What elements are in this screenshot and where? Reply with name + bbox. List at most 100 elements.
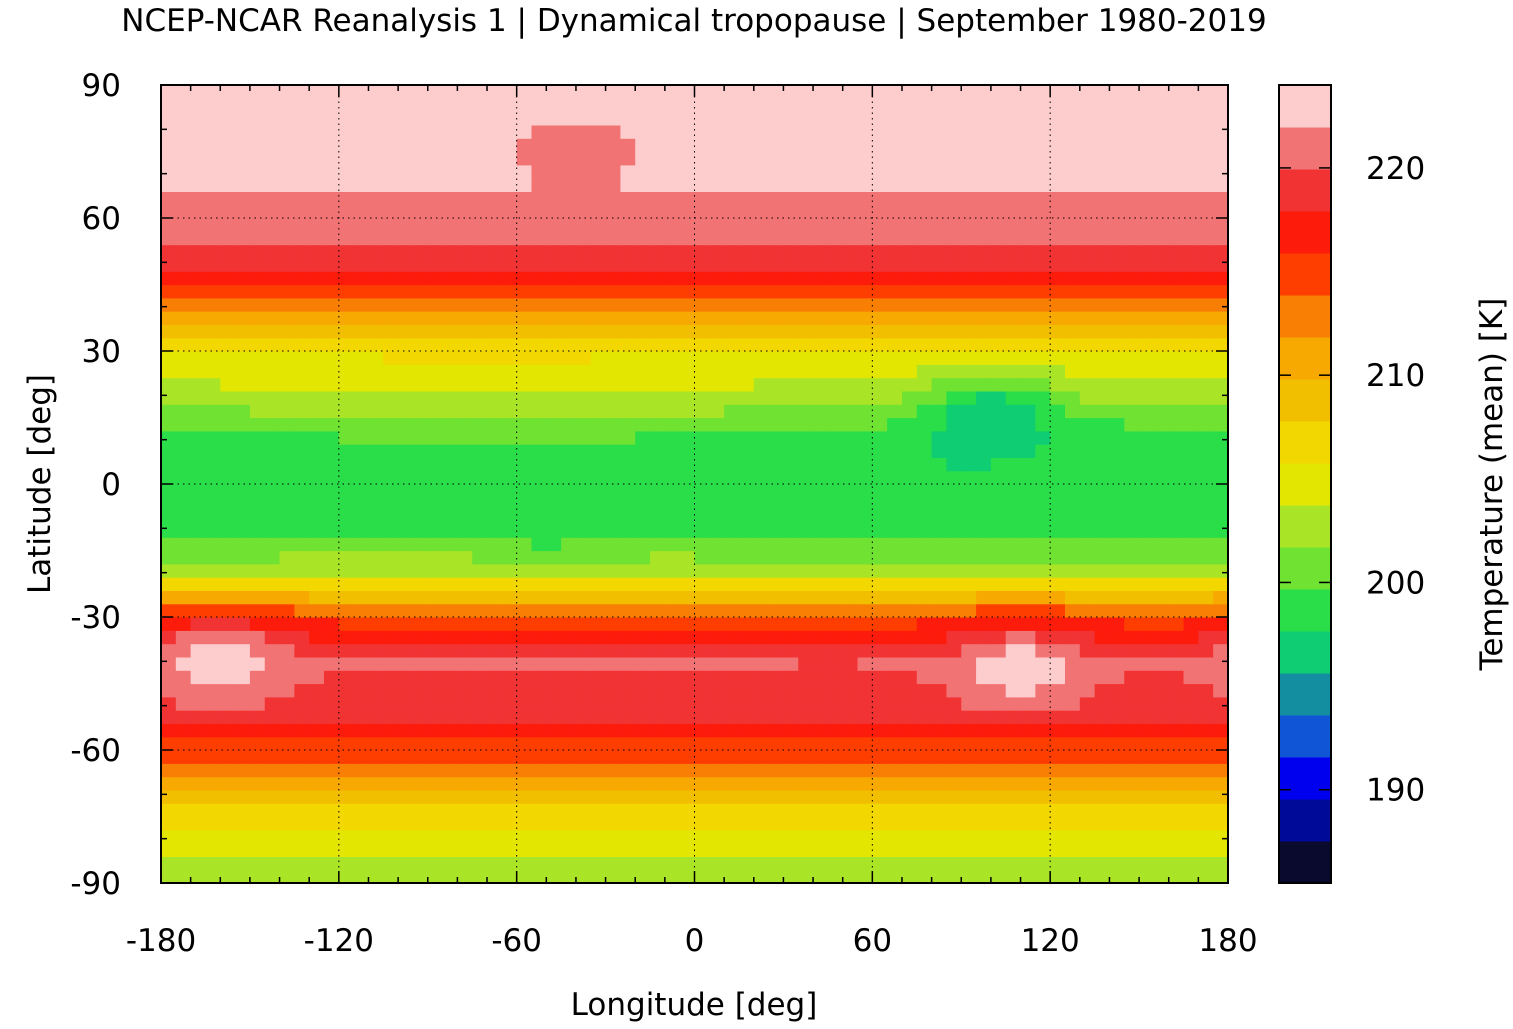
heatmap-cell xyxy=(798,696,814,711)
heatmap-cell xyxy=(620,590,636,605)
heatmap-cell xyxy=(798,85,814,99)
heatmap-cell xyxy=(1153,337,1170,352)
heatmap-cell xyxy=(887,537,903,552)
heatmap-cell xyxy=(324,430,340,445)
heatmap-cell xyxy=(398,789,414,804)
heatmap-cell xyxy=(679,404,696,419)
heatmap-cell xyxy=(679,484,696,498)
heatmap-cell xyxy=(901,497,918,512)
heatmap-cell xyxy=(1050,457,1066,472)
heatmap-cell xyxy=(383,603,399,618)
heatmap-cell xyxy=(338,271,355,286)
heatmap-cell xyxy=(827,497,844,512)
heatmap-cell xyxy=(368,776,384,791)
heatmap-cell xyxy=(901,763,918,778)
heatmap-cell xyxy=(383,311,399,325)
heatmap-cell xyxy=(1005,723,1022,738)
heatmap-cell xyxy=(442,696,458,711)
heatmap-cell xyxy=(842,430,859,445)
heatmap-cell xyxy=(724,603,740,618)
heatmap-cell xyxy=(798,497,814,512)
heatmap-cell xyxy=(161,377,177,392)
y-tick-label: -30 xyxy=(70,600,121,636)
heatmap-cell xyxy=(472,643,488,658)
heatmap-cell xyxy=(827,218,844,232)
heatmap-cell xyxy=(724,124,740,139)
heatmap-cell xyxy=(1183,670,1199,685)
heatmap-cell xyxy=(383,803,399,818)
heatmap-cell xyxy=(457,457,473,472)
heatmap-cell xyxy=(175,630,192,645)
heatmap-cell xyxy=(1139,377,1155,392)
heatmap-cell xyxy=(901,98,918,113)
heatmap-cell xyxy=(531,324,547,339)
heatmap-cell xyxy=(990,257,1007,272)
heatmap-cell xyxy=(605,656,621,671)
heatmap-cell xyxy=(190,430,207,445)
heatmap-cell xyxy=(1213,763,1229,778)
heatmap-cell xyxy=(1124,736,1140,751)
heatmap-cell xyxy=(1079,404,1096,419)
heatmap-cell xyxy=(872,324,888,339)
heatmap-cell xyxy=(605,404,621,419)
heatmap-cell xyxy=(294,231,310,246)
heatmap-cell xyxy=(783,444,799,458)
heatmap-cell xyxy=(857,630,873,645)
heatmap-cell xyxy=(798,444,814,458)
heatmap-cell xyxy=(294,377,310,392)
heatmap-cell xyxy=(1005,656,1022,671)
heatmap-cell xyxy=(990,696,1007,711)
heatmap-cell xyxy=(175,683,192,698)
heatmap-cell xyxy=(738,417,755,432)
heatmap-cell xyxy=(546,151,562,166)
heatmap-cell xyxy=(175,257,192,272)
heatmap-cell xyxy=(827,311,844,325)
heatmap-cell xyxy=(1198,510,1214,525)
heatmap-cell xyxy=(590,297,607,312)
heatmap-cell xyxy=(1124,523,1140,538)
heatmap-cell xyxy=(412,563,429,578)
heatmap-cell xyxy=(412,271,429,286)
heatmap-cell xyxy=(309,497,325,512)
heatmap-cell xyxy=(768,164,785,179)
heatmap-cell xyxy=(205,856,221,871)
heatmap-cell xyxy=(635,204,651,219)
heatmap-cell xyxy=(813,257,829,272)
heatmap-cell xyxy=(857,164,873,179)
heatmap-cell xyxy=(753,231,770,246)
heatmap-cell xyxy=(249,417,266,432)
heatmap-cell xyxy=(1139,191,1155,206)
heatmap-cell xyxy=(916,750,933,764)
heatmap-cell xyxy=(1050,244,1066,259)
heatmap-cell xyxy=(531,577,547,591)
heatmap-cell xyxy=(338,670,355,685)
heatmap-cell xyxy=(650,111,666,126)
heatmap-cell xyxy=(1050,776,1066,791)
heatmap-cell xyxy=(1020,311,1036,325)
heatmap-cell xyxy=(561,523,577,538)
heatmap-cell xyxy=(842,789,859,804)
heatmap-cell xyxy=(916,191,933,206)
heatmap-cell xyxy=(724,710,740,724)
heatmap-cell xyxy=(887,843,903,857)
heatmap-cell xyxy=(976,138,992,153)
heatmap-cell xyxy=(1094,231,1111,246)
heatmap-cell xyxy=(650,816,666,831)
heatmap-cell xyxy=(1035,776,1051,791)
heatmap-cell xyxy=(783,244,799,259)
heatmap-cell xyxy=(990,789,1007,804)
heatmap-cell xyxy=(398,869,414,884)
heatmap-cell xyxy=(190,351,207,365)
heatmap-cell xyxy=(664,537,681,552)
heatmap-cell xyxy=(472,178,488,192)
heatmap-cell xyxy=(575,617,592,631)
heatmap-cell xyxy=(1109,311,1125,325)
heatmap-cell xyxy=(427,85,444,99)
heatmap-cell xyxy=(1198,284,1214,299)
heatmap-cell xyxy=(353,218,370,232)
heatmap-cell xyxy=(961,843,977,857)
heatmap-cell xyxy=(338,231,355,246)
heatmap-cell xyxy=(709,111,725,126)
heatmap-cell xyxy=(1198,763,1214,778)
heatmap-cell xyxy=(235,776,251,791)
